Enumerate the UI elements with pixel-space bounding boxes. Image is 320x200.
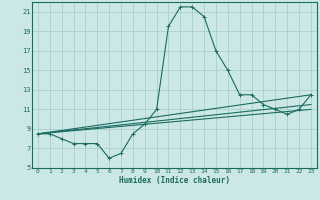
X-axis label: Humidex (Indice chaleur): Humidex (Indice chaleur) xyxy=(119,176,230,185)
